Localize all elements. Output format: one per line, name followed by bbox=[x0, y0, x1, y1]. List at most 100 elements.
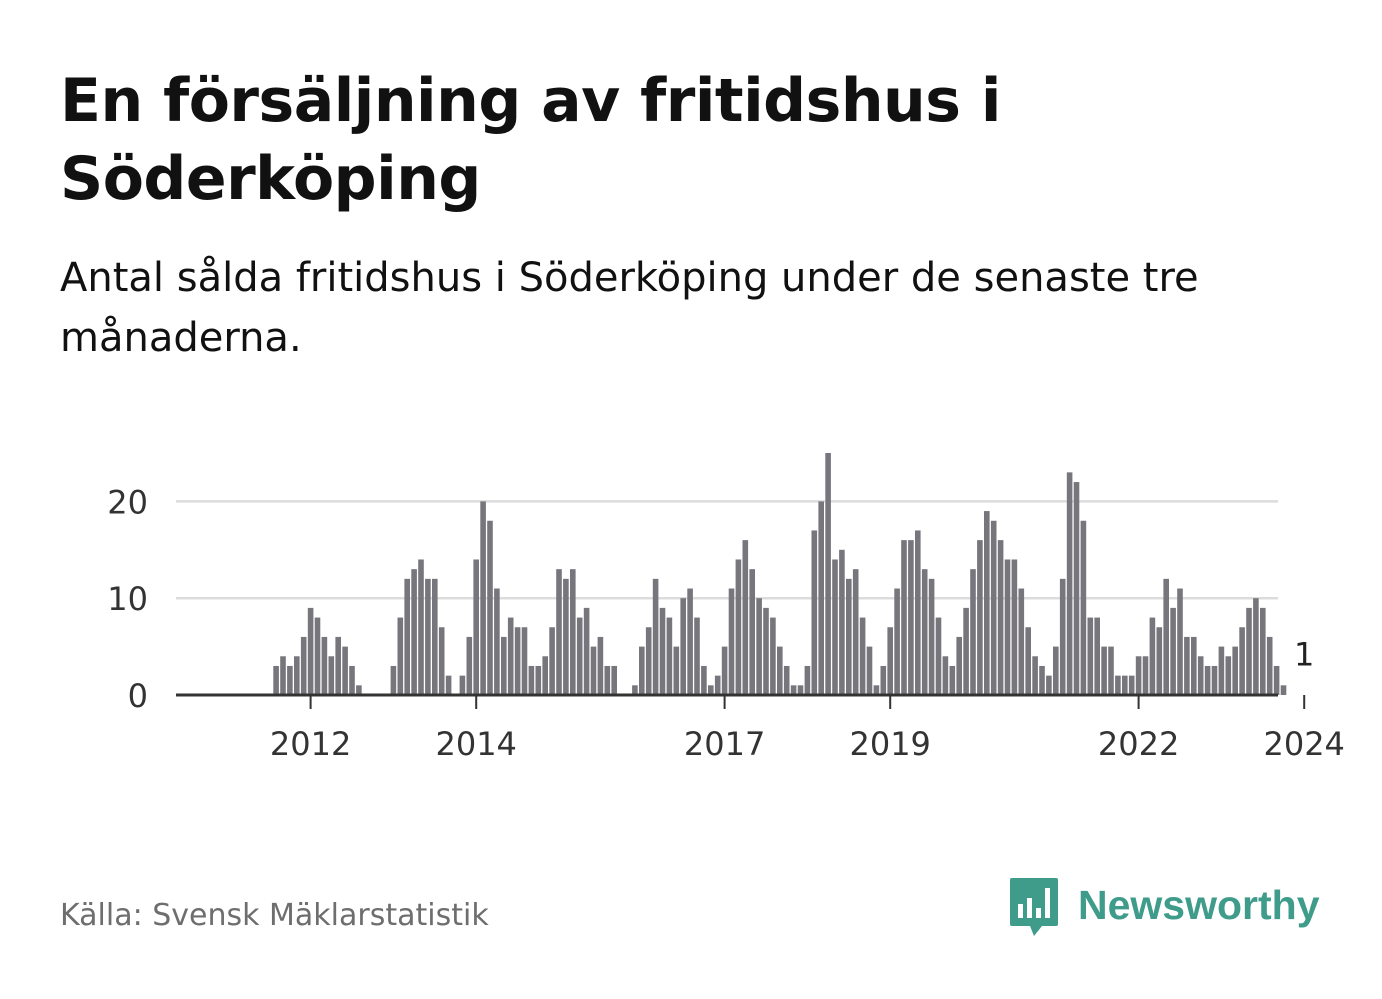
bar bbox=[1053, 646, 1059, 695]
bar bbox=[390, 665, 397, 695]
bar bbox=[963, 607, 969, 695]
bar bbox=[1197, 656, 1204, 695]
bar bbox=[411, 569, 417, 695]
bar bbox=[1177, 588, 1183, 695]
bar bbox=[818, 501, 824, 695]
bar bbox=[583, 607, 590, 695]
x-tick-label: 2017 bbox=[684, 725, 765, 763]
bar bbox=[611, 665, 617, 695]
bar bbox=[1280, 685, 1287, 695]
bar bbox=[721, 646, 728, 695]
bar bbox=[921, 569, 928, 695]
chart-subtitle: Antal sålda fritidshus i Söderköping und… bbox=[60, 255, 1199, 361]
bar bbox=[507, 617, 514, 695]
bar bbox=[321, 636, 328, 695]
bar bbox=[956, 636, 962, 695]
bar bbox=[466, 636, 473, 695]
bar bbox=[1032, 656, 1038, 695]
bar bbox=[328, 656, 335, 695]
bar bbox=[404, 578, 410, 695]
bar bbox=[1025, 627, 1031, 695]
bar bbox=[632, 685, 638, 695]
bar bbox=[501, 636, 507, 695]
bar bbox=[984, 511, 990, 695]
bar bbox=[935, 617, 942, 695]
bar bbox=[418, 559, 424, 695]
bar bbox=[797, 685, 804, 695]
bar bbox=[1087, 617, 1094, 695]
x-tick-label: 2014 bbox=[435, 725, 516, 763]
bar bbox=[880, 665, 887, 695]
bar bbox=[459, 675, 466, 695]
bar bbox=[438, 627, 445, 695]
bar bbox=[528, 665, 535, 695]
bar bbox=[1004, 559, 1011, 695]
bar bbox=[342, 646, 348, 695]
bar bbox=[1039, 665, 1045, 695]
bar bbox=[287, 665, 293, 695]
bar bbox=[639, 646, 645, 695]
x-tick-label: 2024 bbox=[1263, 725, 1344, 763]
bar bbox=[1149, 617, 1156, 695]
bar bbox=[494, 588, 500, 695]
bar bbox=[563, 578, 569, 695]
bar bbox=[280, 656, 286, 695]
bar bbox=[666, 617, 673, 695]
bar bbox=[590, 646, 597, 695]
bar bbox=[866, 646, 873, 695]
bar bbox=[742, 540, 749, 695]
bar bbox=[294, 656, 300, 695]
data-label: 1 bbox=[1294, 635, 1314, 673]
bar bbox=[549, 627, 555, 695]
bar bbox=[908, 540, 914, 695]
bar bbox=[535, 665, 542, 695]
bar bbox=[1073, 482, 1080, 695]
brand-logo[interactable]: Newsworthy bbox=[1010, 878, 1320, 942]
x-tick-label: 2012 bbox=[270, 725, 351, 763]
bar bbox=[480, 501, 486, 695]
bar-chart-speech-bubble-icon bbox=[1010, 878, 1058, 936]
bar bbox=[804, 665, 811, 695]
bar bbox=[652, 578, 659, 695]
bar bbox=[756, 598, 762, 695]
bar bbox=[728, 588, 735, 695]
bar bbox=[949, 665, 956, 695]
bar bbox=[604, 665, 611, 695]
bar bbox=[1232, 646, 1238, 695]
bar bbox=[811, 530, 818, 695]
bar bbox=[825, 453, 831, 695]
bar bbox=[977, 540, 983, 695]
bar bbox=[335, 636, 341, 695]
bar bbox=[1163, 578, 1169, 695]
bar bbox=[1246, 607, 1252, 695]
bar bbox=[1115, 675, 1121, 695]
bar bbox=[749, 569, 755, 695]
bar bbox=[645, 627, 652, 695]
bar bbox=[894, 588, 900, 695]
bar bbox=[659, 607, 666, 695]
bar bbox=[1059, 578, 1066, 695]
bar bbox=[680, 598, 686, 695]
bar bbox=[990, 520, 997, 695]
chart-title: En försäljning av fritidshus i Söderköpi… bbox=[60, 66, 1001, 214]
bar bbox=[832, 559, 838, 695]
bar bbox=[735, 559, 742, 695]
bar bbox=[556, 569, 562, 695]
bar bbox=[783, 665, 790, 695]
bar bbox=[570, 569, 576, 695]
bar bbox=[1218, 646, 1225, 695]
bar bbox=[397, 617, 404, 695]
bar bbox=[694, 617, 700, 695]
x-tick-label: 2022 bbox=[1098, 725, 1179, 763]
bar bbox=[839, 549, 845, 695]
bar bbox=[473, 559, 479, 695]
source-note: Källa: Svensk Mäklarstatistik bbox=[60, 898, 489, 933]
y-tick-label: 20 bbox=[107, 483, 148, 521]
bar bbox=[1225, 656, 1232, 695]
bar bbox=[1046, 675, 1052, 695]
bar bbox=[356, 685, 362, 695]
bar bbox=[1018, 588, 1025, 695]
bar bbox=[887, 627, 893, 695]
bar bbox=[300, 636, 307, 695]
